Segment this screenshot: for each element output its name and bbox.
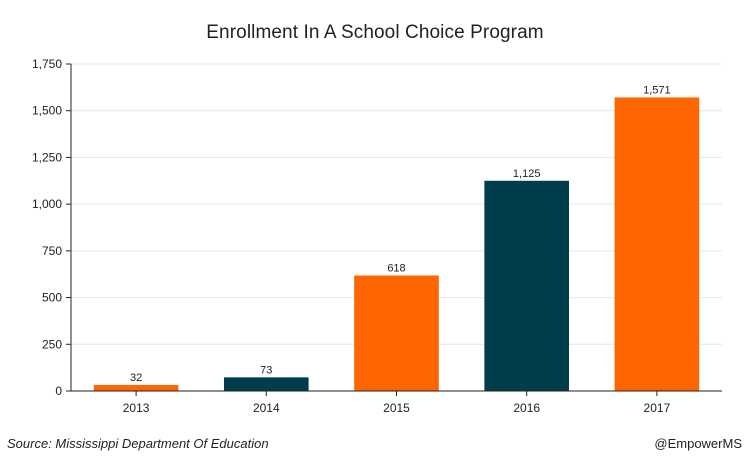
- bar-2013: [93, 385, 179, 391]
- bar-2015: [354, 275, 439, 391]
- data-label: 1,125: [513, 168, 541, 180]
- x-tick-label: 2015: [383, 401, 410, 415]
- data-label: 618: [387, 263, 405, 275]
- bar-2016: [484, 180, 570, 391]
- data-label: 1,571: [643, 84, 671, 96]
- y-tick-label: 750: [42, 244, 62, 258]
- y-tick-label: 1,250: [32, 150, 62, 164]
- y-tick-label: 500: [42, 291, 62, 305]
- axes: [66, 63, 722, 396]
- bar-2014: [223, 377, 309, 391]
- data-label: 73: [260, 364, 272, 376]
- y-tick-label: 250: [42, 337, 62, 351]
- chart-title: Enrollment In A School Choice Program: [206, 22, 544, 43]
- y-tick-label: 1,750: [32, 57, 62, 71]
- y-tick-label: 1,000: [32, 197, 62, 211]
- y-tick-label: 0: [55, 384, 62, 398]
- bars: [93, 97, 700, 392]
- x-tick-label: 2016: [513, 401, 540, 415]
- bar-2017: [614, 97, 700, 392]
- x-tick-label: 2014: [253, 401, 280, 415]
- x-tick-label: 2017: [644, 401, 671, 415]
- x-tick-label: 2013: [123, 401, 150, 415]
- data-label: 32: [130, 372, 142, 384]
- labels: 0 250 500 750 1,000 1,250 1,500 1,750 32 2013 73 20…: [32, 57, 671, 415]
- y-tick-label: 1,500: [32, 104, 62, 118]
- social-handle: @EmpowerMS: [654, 436, 742, 451]
- source-note: Source: Mississippi Department Of Educat…: [7, 436, 269, 451]
